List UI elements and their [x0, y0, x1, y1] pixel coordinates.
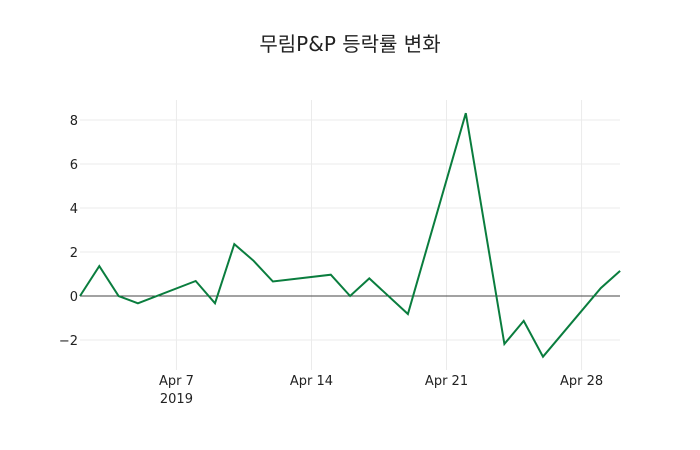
x-tick-label: Apr 14	[290, 374, 333, 389]
x-tick-label: Apr 21	[425, 374, 468, 389]
y-axis: −2 0 2 4 6 8	[59, 114, 78, 349]
y-tick-label: 6	[70, 158, 78, 173]
x-axis: Apr 7 2019 Apr 14 Apr 21 Apr 28	[159, 374, 603, 407]
x-tick-year-label: 2019	[160, 392, 193, 407]
y-tick-label: 0	[70, 290, 78, 305]
chart-title: 무림P&P 등락률 변화	[259, 32, 441, 56]
x-tick-label: Apr 7	[159, 374, 194, 389]
y-tick-label: 8	[70, 114, 78, 129]
grid-lines	[80, 100, 620, 370]
y-tick-label: 2	[70, 246, 78, 261]
series-line	[79, 112, 621, 359]
y-tick-label: 4	[70, 202, 78, 217]
y-tick-label: −2	[59, 334, 78, 349]
x-tick-label: Apr 28	[560, 374, 603, 389]
